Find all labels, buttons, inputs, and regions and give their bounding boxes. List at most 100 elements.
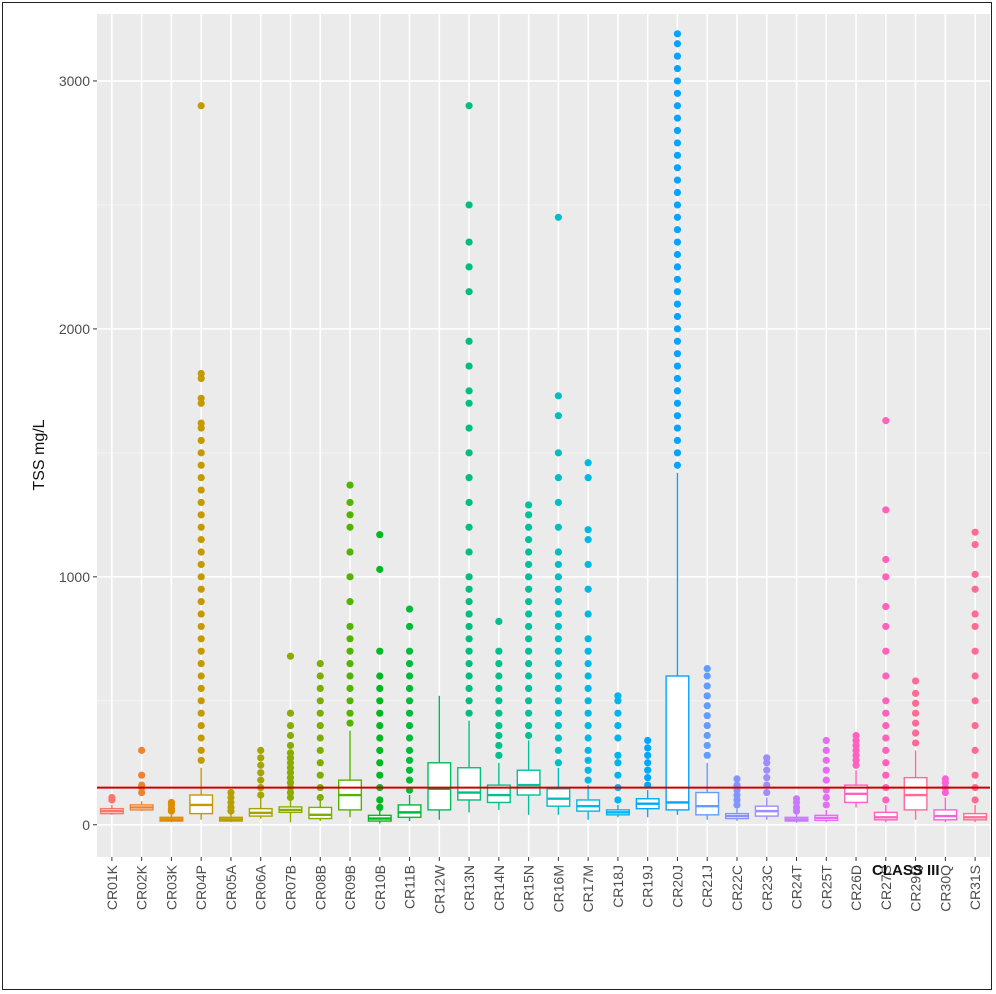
outlier-point (584, 560, 592, 569)
outlier-point (465, 548, 473, 556)
outlier-point (882, 796, 890, 804)
outlier-point (227, 788, 235, 797)
outlier-point (554, 734, 562, 742)
outlier-point (405, 721, 414, 730)
box-CR17M (576, 459, 601, 820)
box-body (546, 788, 571, 807)
box-body (486, 784, 511, 804)
outlier-point (286, 754, 295, 762)
outlier-point (584, 766, 592, 774)
outlier-point (405, 734, 414, 742)
x-tick-label: CR20J (669, 865, 685, 908)
outlier-point (733, 796, 741, 804)
outlier-point (405, 622, 414, 631)
outlier-point (257, 769, 265, 777)
outlier-point (405, 672, 414, 680)
x-tick-label: CR21J (699, 865, 715, 908)
box-CR26D (844, 731, 869, 808)
outlier-point (346, 548, 354, 556)
box-CR24T (784, 795, 809, 823)
box-CR31S (963, 528, 988, 823)
outlier-point (584, 660, 592, 668)
x-tick-label: CR08B (312, 865, 328, 910)
x-tick-label: CR14N (491, 865, 507, 911)
outlier-point (197, 399, 205, 407)
outlier-point (554, 598, 562, 606)
outlier-point (792, 803, 801, 812)
outlier-point (167, 798, 176, 807)
outlier-point (286, 774, 295, 782)
outlier-point (286, 759, 295, 767)
outlier-point (197, 697, 205, 705)
outlier-point (673, 288, 682, 296)
outlier-point (525, 684, 533, 693)
outlier-point (197, 610, 205, 618)
outlier-point (554, 684, 562, 693)
outlier-point (584, 746, 592, 754)
x-tick-label: CR27S (878, 865, 894, 910)
outlier-point (763, 759, 771, 767)
outlier-point (584, 635, 592, 643)
box-CR07B (278, 652, 303, 823)
box-CR14N (486, 617, 511, 810)
outlier-point (971, 721, 979, 730)
outlier-point (554, 759, 562, 767)
y-tick-label: 3000 (59, 73, 90, 89)
outlier-point (525, 622, 533, 631)
outlier-point (197, 585, 205, 593)
outlier-point (673, 89, 682, 97)
outlier-point (465, 474, 473, 482)
outlier-point (852, 736, 860, 745)
outlier-point (882, 771, 890, 779)
outlier-point (525, 585, 533, 593)
x-tick-label: CR05A (223, 864, 239, 910)
x-tick-label: CR30Q (937, 865, 953, 912)
outlier-point (882, 573, 890, 581)
outlier-point (376, 759, 384, 767)
outlier-point (405, 766, 414, 774)
x-tick-label: CR23C (759, 865, 775, 911)
outlier-point (971, 746, 979, 754)
x-tick-label: CR04P (193, 865, 209, 910)
outlier-point (554, 647, 562, 655)
box-CR23C (754, 754, 779, 820)
outlier-point (703, 741, 711, 750)
outlier-point (822, 801, 830, 809)
outlier-point (852, 741, 860, 750)
x-tick-label: CR13N (461, 865, 477, 911)
outlier-point (197, 102, 205, 110)
outlier-point (673, 436, 682, 445)
x-tick-label: CR01K (104, 864, 120, 910)
x-tick-label: CR06A (253, 864, 269, 910)
outlier-point (525, 511, 533, 519)
outlier-point (465, 610, 473, 618)
outlier-point (376, 734, 384, 742)
outlier-point (644, 774, 652, 782)
outlier-point (554, 660, 562, 668)
outlier-point (673, 449, 682, 457)
outlier-point (614, 734, 622, 742)
outlier-point (376, 803, 384, 812)
outlier-point (822, 756, 830, 764)
outlier-point (465, 263, 473, 271)
outlier-point (971, 570, 979, 578)
outlier-point (644, 759, 652, 767)
outlier-point (971, 540, 979, 549)
outlier-point (197, 498, 205, 507)
outlier-point (346, 660, 354, 668)
outlier-point (673, 263, 682, 271)
outlier-point (673, 325, 682, 333)
outlier-point (882, 721, 890, 730)
outlier-point (584, 734, 592, 742)
outlier-point (644, 751, 652, 759)
outlier-point (882, 672, 890, 680)
outlier-point (763, 766, 771, 774)
panel-background (97, 14, 990, 857)
x-tick-label: CR15N (521, 865, 537, 911)
x-tick-label: CR11B (402, 865, 418, 909)
outlier-point (673, 102, 682, 110)
outlier-point (644, 766, 652, 774)
box-body (516, 769, 541, 796)
outlier-point (316, 734, 324, 742)
y-tick-label: 0 (82, 817, 90, 833)
